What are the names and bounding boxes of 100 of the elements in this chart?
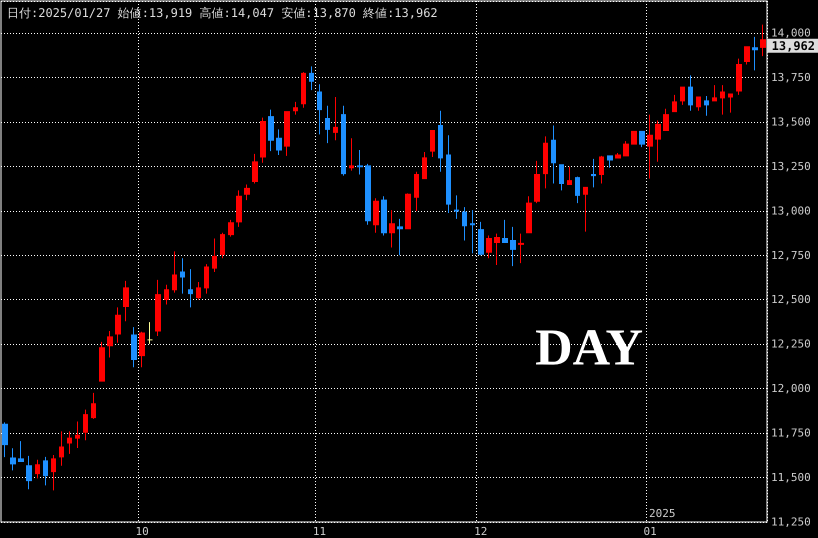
candlestick [75,421,80,449]
candlestick [688,74,693,112]
candlestick [236,190,242,228]
candlestick [518,233,524,264]
candlestick [131,326,137,368]
candlestick [631,130,637,145]
candlestick [551,124,556,184]
candlestick [180,258,185,294]
candlestick [276,128,282,156]
candlestick [615,152,621,159]
candlestick [454,194,459,220]
candlestick [647,114,653,180]
candlestick [567,166,572,186]
candlestick [760,24,766,57]
candlestick [752,36,758,71]
candlestick [494,233,500,266]
candlestick [284,110,290,156]
candlestick [575,176,580,204]
candlestick [220,232,225,259]
candlestick [543,136,548,189]
y-tick-label: 12,000 [771,382,811,396]
candlestick [139,331,145,368]
candlestick [607,155,613,168]
annotation: 2025 [649,507,676,520]
candlestick [462,206,467,242]
candlestick [373,198,379,234]
candlestick [2,422,8,458]
candlestick [744,46,750,65]
candlestick [155,279,161,337]
candlestick [228,219,234,238]
candlestick [317,84,322,135]
candlestick [333,96,338,141]
candlestick [35,459,40,479]
candlestick [341,105,346,176]
candlestick [663,108,669,131]
candlestick [252,153,258,184]
text: 13,962 [772,38,815,53]
candlestick [293,101,298,116]
y-tick-label: 11,750 [771,426,811,440]
y-tick-label: 13,500 [771,115,811,128]
candlestick [107,330,113,358]
candlestick [18,440,24,462]
candlestick [212,238,217,272]
candlestick [188,268,193,308]
annotation: DAY [535,320,644,376]
candlestick [655,120,661,162]
candlestick [325,105,330,144]
y-tick-label: 11,250 [771,516,811,528]
candlestick [639,130,645,148]
candlestick [357,150,363,176]
candlestick [704,95,709,116]
candlestick [720,84,725,116]
y-tick-label: 13,000 [771,204,811,218]
candlestick [26,455,32,490]
candlestick [123,280,129,322]
candlestick [470,210,475,254]
candlestick [446,134,451,214]
candlestick [736,58,742,96]
candlestick [204,264,209,294]
x-tick-label: 12 [474,525,488,538]
candlestick [59,430,64,466]
candlestick [196,281,201,300]
candlestick [680,86,685,106]
x-tick-label: 11 [312,525,326,538]
candlestick [583,186,588,232]
candlestick [712,84,717,102]
candlestick [67,430,72,454]
candlestick [559,164,564,191]
candlestick [430,130,435,158]
candlestick [422,151,427,180]
y-tick-label: 14,000 [771,26,811,40]
candlestick [672,94,677,112]
candlestick [244,184,250,201]
candlestick [397,218,403,256]
candlestick [147,322,153,344]
y-tick-label: 13,250 [771,160,811,173]
chart-title: 日付:2025/01/27 始値:13,919 高値:14,047 安値:13,870 終値:13,962 [7,6,438,20]
candlestick [381,196,387,236]
candlestick [309,66,314,91]
candlestick [405,192,411,230]
candlestick [438,110,443,172]
candlestick [99,341,105,382]
y-tick-label: 12,250 [771,338,811,351]
y-tick-label: 12,750 [771,248,811,262]
candlestick [389,210,395,248]
y-tick-label: 11,500 [771,471,811,484]
candlestick [91,392,96,420]
candlestick [164,284,169,306]
candlestick [591,158,596,188]
y-tick-label: 12,500 [771,293,811,306]
candlestick [599,155,604,184]
candlestick [510,226,516,267]
candlestick [260,117,266,164]
candlestick [10,448,16,471]
candlestick [365,163,371,226]
candlestick [414,171,419,212]
candlestick [115,306,121,344]
x-tick-label: 10 [135,525,149,538]
candlestick [301,72,306,108]
candlestick [728,94,733,114]
